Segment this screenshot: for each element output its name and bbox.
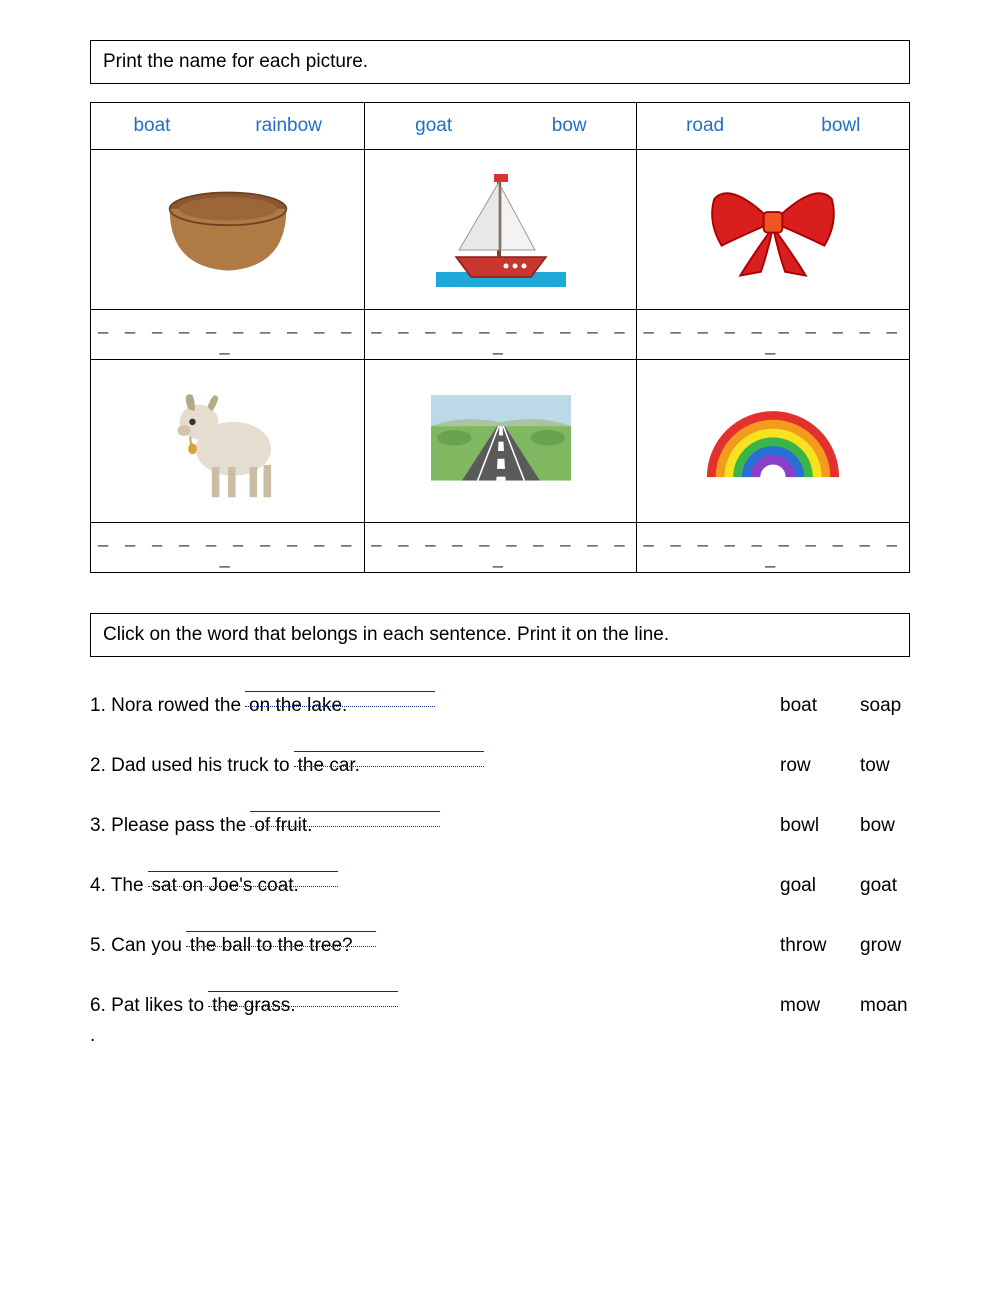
sentence-row: 3. Please pass the of fruit. bowl bow xyxy=(90,815,910,837)
answer-blank[interactable]: _ _ _ _ _ _ _ _ _ _ _ xyxy=(365,310,637,360)
answer-blank[interactable]: _ _ _ _ _ _ _ _ _ _ _ xyxy=(637,523,910,573)
sentence-before: 2. Dad used his truck to xyxy=(90,755,290,777)
picture-cell-bowl xyxy=(91,150,365,310)
picture-cell-bow xyxy=(637,150,910,310)
answer-blank[interactable]: _ _ _ _ _ _ _ _ _ _ _ xyxy=(91,310,365,360)
word-choices: goal goat xyxy=(780,875,910,897)
sentence-row: 1. Nora rowed the on the lake. boat soap xyxy=(90,695,910,717)
goat-icon xyxy=(158,368,298,508)
sentence-list: 1. Nora rowed the on the lake. boat soap… xyxy=(90,695,910,1047)
picture-word-table: boat rainbow goat bow road bowl xyxy=(90,102,910,573)
instruction-text: Print the name for each picture. xyxy=(103,51,368,72)
sentence-row: 6. Pat likes to the grass. mow moan xyxy=(90,995,910,1017)
instruction-box-1: Print the name for each picture. xyxy=(90,40,910,84)
word-bank-word: goat xyxy=(415,115,452,137)
choice-word[interactable]: mow xyxy=(780,995,830,1017)
choice-word[interactable]: goat xyxy=(860,875,910,897)
word-bank-word: rainbow xyxy=(255,115,322,137)
word-bank-word: bow xyxy=(552,115,587,137)
answer-blank[interactable]: _ _ _ _ _ _ _ _ _ _ _ xyxy=(637,310,910,360)
sentence-before: 4. The xyxy=(90,875,144,897)
boat-icon xyxy=(431,162,571,292)
picture-cell-goat xyxy=(91,360,365,523)
word-choices: throw grow xyxy=(780,935,910,957)
sentence-row: 4. The sat on Joe's coat. goal goat xyxy=(90,875,910,897)
answer-blank[interactable]: _ _ _ _ _ _ _ _ _ _ _ xyxy=(365,523,637,573)
word-choices: boat soap xyxy=(780,695,910,717)
word-choices: bowl bow xyxy=(780,815,910,837)
choice-word[interactable]: boat xyxy=(780,695,830,717)
choice-word[interactable]: moan xyxy=(860,995,910,1017)
picture-cell-road xyxy=(365,360,637,523)
choice-word[interactable]: throw xyxy=(780,935,830,957)
bowl-icon xyxy=(158,168,298,285)
word-bank-word: boat xyxy=(133,115,170,137)
sentence-before: 5. Can you xyxy=(90,935,182,957)
picture-cell-boat xyxy=(365,150,637,310)
choice-word[interactable]: row xyxy=(780,755,830,777)
choice-word[interactable]: bowl xyxy=(780,815,830,837)
choice-word[interactable]: grow xyxy=(860,935,910,957)
instruction-box-2: Click on the word that belongs in each s… xyxy=(90,613,910,657)
word-bank-word: bowl xyxy=(821,115,860,137)
picture-cell-rainbow xyxy=(637,360,910,523)
word-choices: row tow xyxy=(780,755,910,777)
sentence-row: 5. Can you the ball to the tree? throw g… xyxy=(90,935,910,957)
choice-word[interactable]: goal xyxy=(780,875,830,897)
sentence-before: 6. Pat likes to xyxy=(90,995,204,1017)
word-bank-row: boat rainbow goat bow road bowl xyxy=(91,103,910,150)
trailing-dot: . xyxy=(90,1025,910,1047)
road-icon xyxy=(431,395,571,481)
choice-word[interactable]: tow xyxy=(860,755,910,777)
sentence-before: 3. Please pass the xyxy=(90,815,246,837)
word-pair-cell: boat rainbow xyxy=(91,103,365,150)
word-pair-cell: goat bow xyxy=(365,103,637,150)
choice-word[interactable]: bow xyxy=(860,815,910,837)
sentence-before: 1. Nora rowed the xyxy=(90,695,241,717)
rainbow-icon xyxy=(703,394,843,482)
word-choices: mow moan xyxy=(780,995,910,1017)
instruction-text: Click on the word that belongs in each s… xyxy=(103,624,669,645)
bow-icon xyxy=(703,171,843,283)
choice-word[interactable]: soap xyxy=(860,695,910,717)
sentence-row: 2. Dad used his truck to the car. row to… xyxy=(90,755,910,777)
word-bank-word: road xyxy=(686,115,724,137)
answer-blank[interactable]: _ _ _ _ _ _ _ _ _ _ _ xyxy=(91,523,365,573)
word-pair-cell: road bowl xyxy=(637,103,910,150)
